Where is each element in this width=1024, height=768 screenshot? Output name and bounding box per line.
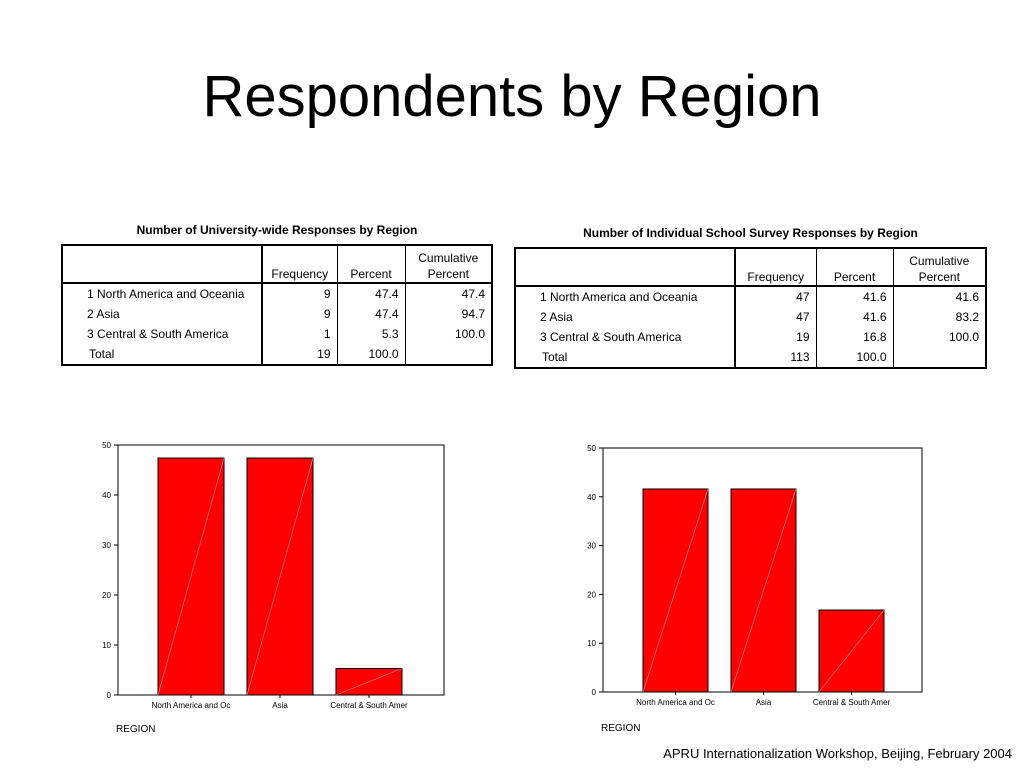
- table-row: 2 Asia 9 47.4 94.7: [62, 304, 492, 324]
- row-frequency: 47: [734, 286, 816, 307]
- y-tick-label: 0: [592, 688, 597, 697]
- school-bar-chart: 0 10 20 30 40 50 North America and Oc Asia Centr…: [587, 444, 923, 734]
- bar-hatch: [157, 457, 225, 696]
- y-tick-label: 10: [102, 641, 111, 650]
- university-bar-chart: 0 10 20 30 40 50 North America and Oc Asia Centr…: [102, 441, 445, 735]
- bar-hatch: [335, 668, 403, 696]
- row-percent: 47.4: [336, 283, 405, 304]
- table-row: 1 North America and Oceania 47 41.6 41.6: [515, 286, 986, 307]
- row-frequency: 1: [261, 324, 337, 344]
- y-tick-label: 30: [102, 541, 111, 550]
- slide-title: Respondents by Region: [202, 64, 822, 129]
- total-percent: 100.0: [336, 344, 405, 365]
- y-tick-label: 50: [587, 444, 596, 453]
- row-percent: 41.6: [815, 307, 893, 327]
- y-tick-label: 30: [587, 542, 596, 551]
- bar-hatch: [246, 457, 314, 696]
- row-cumulative: 94.7: [404, 304, 492, 324]
- y-tick-label: 40: [102, 491, 111, 500]
- x-tick-label: North America and Oc: [636, 698, 715, 707]
- total-percent: 100.0: [815, 347, 893, 368]
- header-percent: Percent: [336, 245, 405, 284]
- x-axis-label: REGION: [116, 724, 155, 735]
- row-label: 2 Asia: [87, 307, 120, 321]
- row-cumulative: 100.0: [892, 327, 986, 347]
- total-frequency: 19: [261, 344, 337, 365]
- y-tick-label: 40: [587, 493, 596, 502]
- header-blank: [515, 248, 735, 287]
- table-title: Number of Individual School Survey Respo…: [583, 226, 918, 240]
- bar-hatch: [730, 488, 797, 693]
- x-tick-label: North America and Oc: [152, 701, 231, 710]
- x-axis-label: REGION: [601, 723, 640, 734]
- row-label: 3 Central & South America: [87, 327, 229, 341]
- row-label: 1 North America and Oceania: [540, 290, 698, 304]
- frequency-table: Frequency Percent Cumulative Percent 1 N…: [61, 244, 493, 366]
- table-title: Number of University-wide Responses by R…: [136, 223, 418, 237]
- header-cumulative-text: Cumulative Percent: [909, 254, 970, 284]
- row-label: 1 North America and Oceania: [87, 287, 245, 301]
- table-total-row: Total 113 100.0: [515, 347, 986, 368]
- y-tick-label: 50: [102, 441, 111, 450]
- row-frequency: 9: [261, 304, 337, 324]
- row-percent: 41.6: [815, 286, 893, 307]
- table-header-row: Frequency Percent Cumulative Percent: [62, 245, 492, 284]
- table-row: 3 Central & South America 1 5.3 100.0: [62, 324, 492, 344]
- row-percent: 5.3: [336, 324, 405, 344]
- y-tick-label: 20: [587, 590, 596, 599]
- header-cumulative-text: Cumulative Percent: [418, 251, 479, 281]
- individual-school-table: Number of Individual School Survey Respo…: [514, 225, 987, 369]
- row-frequency: 19: [734, 327, 816, 347]
- header-frequency: Frequency: [261, 245, 337, 284]
- row-frequency: 47: [734, 307, 816, 327]
- row-label: 2 Asia: [540, 310, 573, 324]
- row-percent: 47.4: [336, 304, 405, 324]
- x-tick-label: Central & South Amer: [330, 701, 408, 710]
- table-header-row: Frequency Percent Cumulative Percent: [515, 248, 986, 287]
- table-total-row: Total 19 100.0: [62, 344, 492, 365]
- y-tick-label: 0: [107, 691, 112, 700]
- y-tick-label: 10: [587, 639, 596, 648]
- slide-footer: APRU Internationalization Workshop, Beij…: [663, 746, 1012, 761]
- bar-hatch: [642, 488, 709, 693]
- row-percent: 16.8: [815, 327, 893, 347]
- header-frequency: Frequency: [734, 248, 816, 287]
- row-cumulative: 83.2: [892, 307, 986, 327]
- total-frequency: 113: [734, 347, 816, 368]
- row-cumulative: 41.6: [892, 286, 986, 307]
- x-tick-label: Central & South Amer: [813, 698, 891, 707]
- row-label: 3 Central & South America: [540, 330, 682, 344]
- table-row: 3 Central & South America 19 16.8 100.0: [515, 327, 986, 347]
- row-frequency: 9: [261, 283, 337, 304]
- header-cumulative-percent: Cumulative Percent: [404, 245, 492, 284]
- x-tick-label: Asia: [272, 701, 288, 710]
- header-percent: Percent: [815, 248, 893, 287]
- header-cumulative-percent: Cumulative Percent: [892, 248, 986, 287]
- x-tick-label: Asia: [756, 698, 772, 707]
- row-cumulative: 47.4: [404, 283, 492, 304]
- total-cumulative-empty: [404, 344, 492, 365]
- bar-hatch: [818, 609, 885, 693]
- y-tick-label: 20: [102, 591, 111, 600]
- total-label: Total: [89, 347, 115, 361]
- frequency-table: Frequency Percent Cumulative Percent 1 N…: [514, 247, 987, 369]
- header-blank: [62, 245, 262, 284]
- total-label: Total: [542, 350, 568, 364]
- total-cumulative-empty: [892, 347, 986, 368]
- row-cumulative: 100.0: [404, 324, 492, 344]
- table-row: 1 North America and Oceania 9 47.4 47.4: [62, 283, 492, 304]
- university-wide-table: Number of University-wide Responses by R…: [61, 222, 493, 366]
- table-row: 2 Asia 47 41.6 83.2: [515, 307, 986, 327]
